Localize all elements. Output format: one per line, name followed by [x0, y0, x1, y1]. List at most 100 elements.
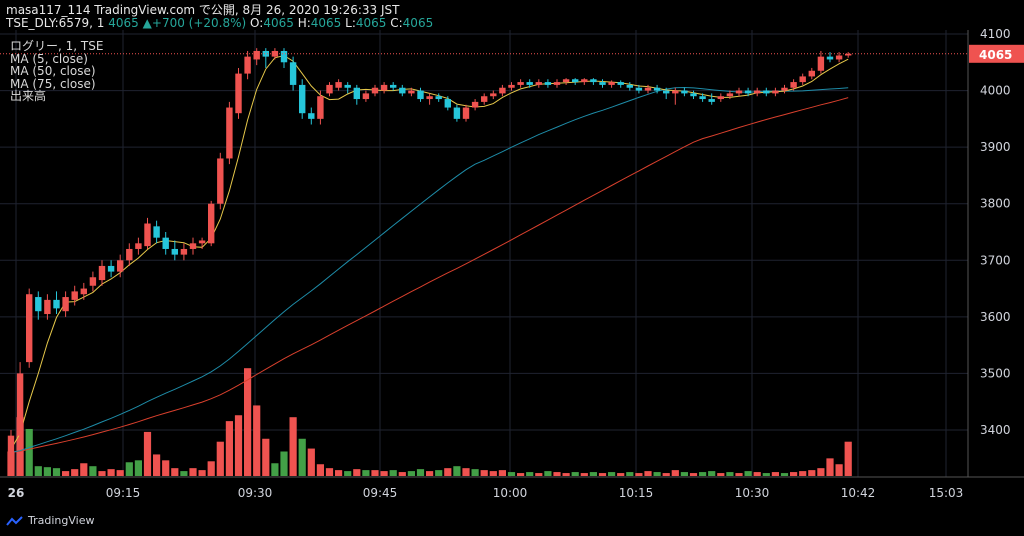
candle-body	[572, 79, 579, 83]
candle-body	[289, 62, 297, 85]
candle-body	[380, 84, 388, 91]
legend-series[interactable]: ログリー, 1, TSE	[10, 39, 104, 53]
candle-body	[754, 90, 761, 94]
candle-body	[208, 203, 215, 244]
candle-body	[126, 248, 133, 261]
volume-bar	[207, 461, 215, 476]
volume-bar	[790, 472, 798, 476]
candle-body	[799, 76, 806, 83]
candle-body	[299, 84, 306, 114]
candle-body	[408, 90, 415, 94]
ma50-line	[10, 86, 849, 453]
volume-bar	[699, 472, 707, 476]
volume-bar	[762, 473, 770, 476]
volume-bar	[535, 473, 543, 476]
volume-bar	[162, 460, 170, 476]
volume-bar	[598, 473, 607, 476]
candle-body	[16, 373, 24, 436]
volume-bar	[98, 471, 106, 476]
volume-bar	[253, 405, 261, 476]
volume-bar	[234, 415, 243, 476]
candle-body	[608, 82, 615, 85]
volume-bar	[444, 468, 452, 476]
low-value: 4065	[355, 16, 387, 30]
volume-bar	[189, 468, 197, 476]
candle-body	[226, 107, 233, 159]
volume-bar	[80, 463, 88, 476]
volume-bar	[507, 472, 516, 476]
time-axis[interactable]: 26 09:15 09:30 09:45 10:00 10:15 10:30 10:42 15:…	[0, 476, 1024, 500]
candle-body	[717, 96, 724, 100]
volume-bar	[580, 473, 588, 476]
candle-body	[845, 53, 852, 56]
tradingview-logo[interactable]: TradingView	[6, 514, 94, 527]
volume-bar	[262, 438, 270, 476]
candle-body	[735, 90, 743, 94]
volume-bar	[344, 471, 352, 476]
volume-bar	[143, 431, 152, 476]
candlesticks	[7, 48, 852, 476]
tradingview-icon	[6, 515, 23, 526]
candle-body	[26, 294, 33, 363]
volume-bar	[517, 473, 525, 476]
volume-bar	[662, 473, 670, 476]
legend-ma75[interactable]: MA (75, close)	[10, 76, 96, 91]
time-tick-label: 26	[8, 486, 25, 500]
candle-body	[435, 96, 442, 100]
candle-body	[80, 288, 87, 295]
candle-body	[53, 299, 60, 309]
candle-body	[326, 84, 333, 94]
volume-bar	[198, 470, 206, 476]
candle-body	[71, 291, 78, 300]
time-tick-label: 10:00	[493, 486, 528, 500]
volume-bar	[626, 472, 634, 476]
time-tick-label: 10:30	[735, 486, 770, 500]
open-label: O:	[250, 16, 264, 30]
volume-bar	[407, 471, 415, 476]
volume-bar	[298, 438, 306, 476]
volume-bar	[489, 471, 497, 476]
volume-bar	[316, 464, 324, 476]
candle-body	[362, 93, 370, 100]
volume-bar	[180, 471, 188, 476]
legend-ma5[interactable]: MA (5, close)	[10, 51, 88, 66]
candle-body	[835, 55, 843, 60]
volume-bar	[225, 421, 233, 476]
candle-body	[453, 107, 461, 119]
candle-body	[344, 84, 351, 88]
time-tick-label: 09:30	[238, 486, 273, 500]
candle-body	[562, 79, 570, 83]
volume-bar	[125, 462, 133, 476]
volume-bar	[107, 469, 115, 476]
time-tick-label: 09:15	[106, 486, 141, 500]
volume-bar	[735, 473, 743, 476]
volume-bar	[362, 470, 370, 476]
candle-body	[481, 96, 488, 102]
volume-bar	[89, 466, 97, 476]
candle-body	[626, 84, 633, 88]
volume-bar	[708, 471, 716, 476]
candle-body	[699, 96, 706, 100]
candle-body	[672, 90, 679, 94]
candle-body	[271, 50, 279, 57]
candle-body	[317, 96, 324, 119]
candle-body	[62, 297, 69, 312]
candle-body	[781, 87, 788, 91]
volume-bar	[280, 451, 288, 476]
legend-volume[interactable]: 出来高	[10, 89, 47, 103]
volume-bar	[799, 471, 807, 476]
candle-body	[335, 82, 342, 88]
volume-bar	[62, 471, 70, 476]
candle-body	[189, 243, 197, 249]
legend-ma50[interactable]: MA (50, close)	[10, 64, 96, 78]
candle-body	[663, 90, 670, 94]
volume-bar	[726, 472, 734, 476]
volume-bar	[289, 417, 297, 476]
candle-body	[617, 82, 624, 85]
close-label: C:	[390, 16, 403, 30]
volume-bar	[771, 472, 779, 476]
price-change: +700 (+20.8%)	[151, 16, 247, 30]
price-axis[interactable]: 3400 3500 3600 3700 3800 3900 4000 4100 4065	[967, 27, 1024, 477]
volume-bar	[835, 464, 843, 476]
